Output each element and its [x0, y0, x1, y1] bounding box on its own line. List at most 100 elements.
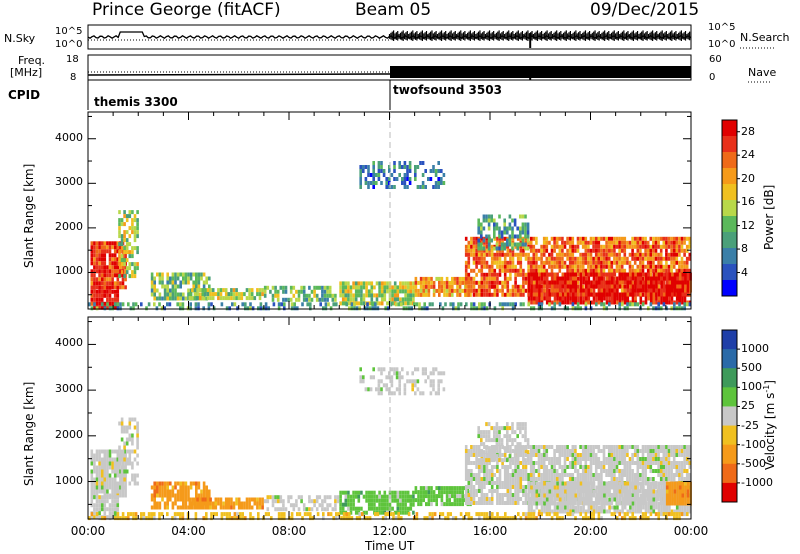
- heatmap-cell: [470, 276, 473, 281]
- heatmap-cell: [200, 493, 203, 498]
- heatmap-cell: [284, 289, 288, 294]
- heatmap-cell: [95, 453, 99, 458]
- heatmap-cell: [639, 473, 642, 477]
- heatmap-cell: [649, 272, 653, 277]
- heatmap-cell: [483, 260, 486, 265]
- heatmap-cell: [90, 499, 94, 504]
- heatmap-cell: [623, 445, 627, 449]
- heatmap-cell: [271, 285, 275, 290]
- heatmap-cell: [442, 387, 446, 392]
- heatmap-cell: [128, 262, 132, 267]
- heatmap-cell: [584, 276, 588, 281]
- heatmap-cell: [524, 214, 527, 219]
- heatmap-cell: [568, 264, 572, 269]
- heatmap-cell: [623, 252, 627, 257]
- heatmap-cell: [532, 481, 536, 485]
- heatmap-cell: [561, 288, 564, 293]
- heatmap-cell: [553, 453, 556, 457]
- heatmap-cell: [607, 256, 611, 261]
- heatmap-cell: [569, 272, 572, 277]
- heatmap-cell: [553, 248, 556, 253]
- heatmap-cell: [388, 181, 391, 185]
- heatmap-cell: [587, 260, 590, 265]
- heatmap-cell: [652, 268, 655, 273]
- heatmap-cell: [613, 292, 617, 297]
- heatmap-cell: [662, 280, 666, 285]
- heatmap-cell: [326, 495, 329, 500]
- heatmap-cell: [600, 252, 603, 257]
- heatmap-cell: [524, 449, 528, 453]
- heatmap-cell: [597, 248, 601, 253]
- heatmap-cell: [595, 292, 598, 297]
- heatmap-cell: [93, 305, 96, 310]
- heatmap-cell: [569, 296, 572, 301]
- heatmap-cell: [349, 498, 353, 503]
- heatmap-cell: [540, 457, 543, 461]
- heatmap-cell: [566, 473, 569, 477]
- heatmap-cell: [485, 473, 489, 477]
- heatmap-cell: [388, 165, 391, 169]
- heatmap-cell: [641, 477, 645, 481]
- heatmap-cell: [529, 260, 533, 265]
- heatmap-cell: [470, 252, 473, 257]
- heatmap-cell: [685, 236, 689, 241]
- heatmap-cell: [673, 276, 677, 281]
- heatmap-cell: [641, 260, 645, 265]
- heatmap-cell: [274, 507, 277, 512]
- heatmap-cell: [156, 493, 159, 498]
- heatmap-cell: [678, 264, 681, 269]
- heatmap-cell: [391, 490, 394, 495]
- heatmap-cell: [519, 268, 523, 273]
- heatmap-cell: [540, 497, 543, 501]
- heatmap-cell: [423, 306, 426, 311]
- heatmap-cell: [506, 238, 509, 243]
- heatmap-cell: [615, 268, 619, 273]
- heatmap-cell: [662, 457, 666, 461]
- heatmap-cell: [279, 507, 283, 512]
- heatmap-cell: [171, 296, 175, 301]
- heatmap-cell: [464, 445, 468, 449]
- heatmap-cell: [535, 445, 538, 449]
- heatmap-cell: [670, 244, 673, 249]
- heatmap-cell: [589, 477, 593, 481]
- velocity-colorbar-tick-label: 100: [741, 380, 762, 394]
- heatmap-cell: [641, 449, 645, 453]
- heatmap-cell: [301, 302, 304, 307]
- heatmap-cell: [665, 252, 668, 257]
- heatmap-cell: [485, 272, 489, 277]
- heatmap-cell: [121, 493, 125, 498]
- heatmap-cell: [472, 489, 476, 493]
- heatmap-cell: [529, 473, 533, 477]
- heatmap-cell: [516, 461, 520, 465]
- heatmap-cell: [106, 489, 109, 494]
- heatmap-cell: [427, 502, 431, 507]
- heatmap-cell: [607, 457, 611, 461]
- heatmap-cell: [665, 240, 668, 245]
- heatmap-cell: [654, 264, 658, 269]
- heatmap-cell: [589, 469, 593, 473]
- heatmap-cell: [498, 246, 501, 251]
- heatmap-cell: [176, 292, 180, 297]
- heatmap-cell: [527, 445, 530, 449]
- heatmap-cell: [662, 445, 666, 449]
- heatmap-cell: [581, 453, 585, 457]
- heatmap-cell: [574, 284, 578, 289]
- heatmap-cell: [662, 477, 666, 481]
- heatmap-cell: [545, 248, 549, 253]
- heatmap-cell: [602, 306, 606, 311]
- heatmap-cell: [673, 292, 676, 297]
- heatmap-cell: [652, 300, 656, 305]
- heatmap-cell: [576, 240, 580, 245]
- heatmap-cell: [685, 248, 689, 253]
- heatmap-cell: [113, 253, 117, 258]
- heatmap-cell: [402, 306, 406, 311]
- heatmap-cell: [582, 292, 585, 297]
- heatmap-cell: [445, 494, 449, 499]
- heatmap-cell: [347, 293, 350, 298]
- heatmap-cell: [673, 306, 676, 311]
- heatmap-cell: [372, 185, 375, 189]
- heatmap-cell: [665, 465, 668, 469]
- heatmap-cell: [605, 248, 608, 253]
- heatmap-cell: [623, 240, 627, 245]
- heatmap-cell: [106, 461, 109, 466]
